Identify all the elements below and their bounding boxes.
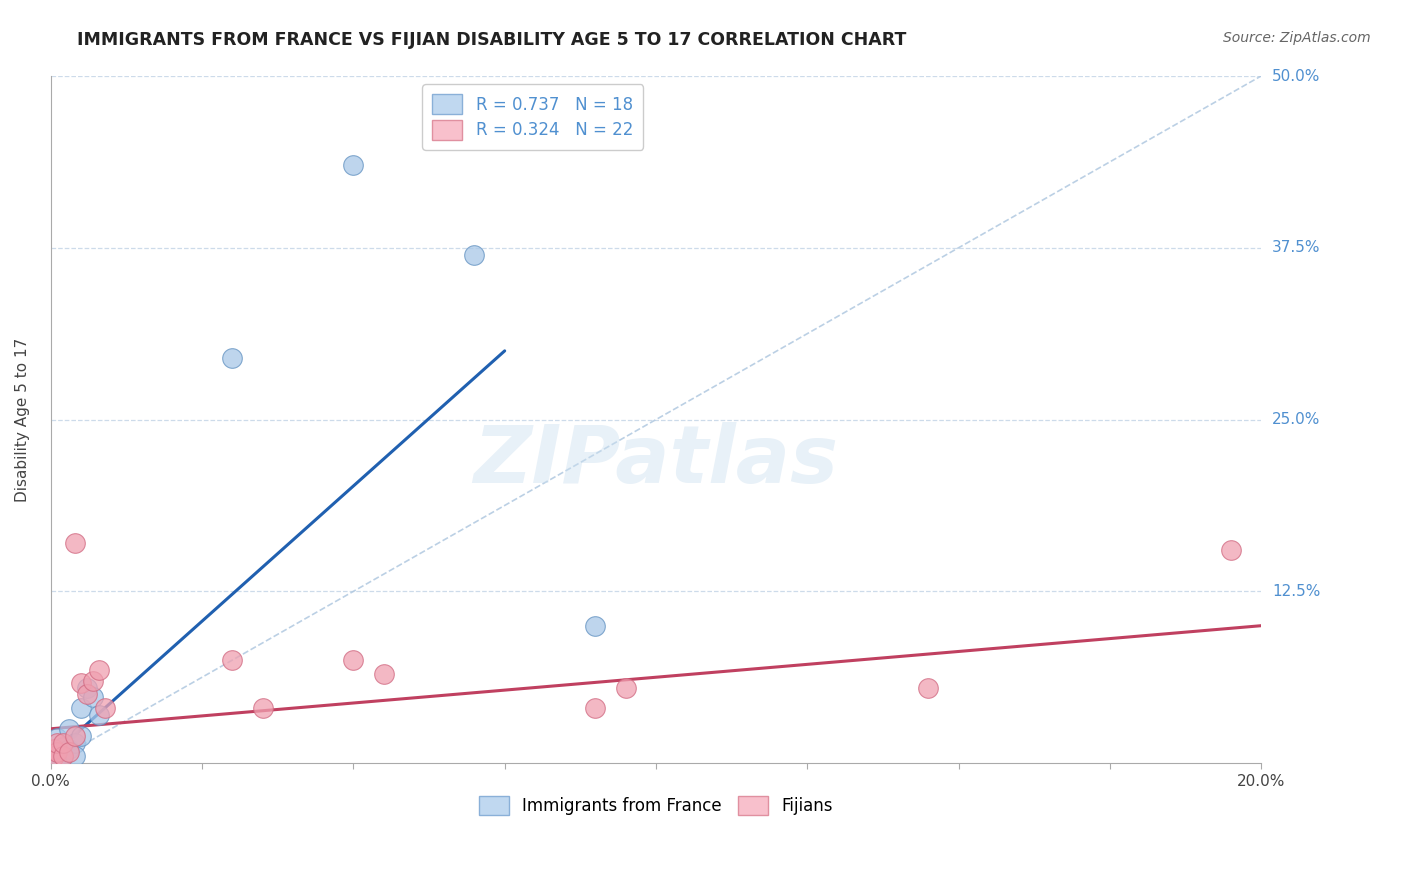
Point <box>82 673 104 688</box>
Point <box>221 351 243 365</box>
Point <box>45 731 67 746</box>
Text: Source: ZipAtlas.com: Source: ZipAtlas.com <box>1223 31 1371 45</box>
Point <box>70 729 93 743</box>
Point <box>585 701 607 715</box>
Point <box>89 663 111 677</box>
Point <box>52 735 75 749</box>
Point <box>42 749 65 764</box>
Point <box>94 701 117 715</box>
Point <box>342 653 364 667</box>
Point <box>63 749 86 764</box>
Point <box>76 687 98 701</box>
Point <box>463 248 485 262</box>
Point <box>63 735 86 749</box>
Point <box>52 749 75 764</box>
Point <box>63 729 86 743</box>
Point <box>52 749 75 764</box>
Point <box>76 681 98 695</box>
Point <box>82 690 104 705</box>
Point <box>89 708 111 723</box>
Point <box>45 749 67 764</box>
Text: ZIPatlas: ZIPatlas <box>474 422 838 500</box>
Point <box>585 618 607 632</box>
Point <box>58 745 80 759</box>
Point <box>221 653 243 667</box>
Text: 12.5%: 12.5% <box>1272 584 1320 599</box>
Point <box>45 745 67 759</box>
Point <box>63 536 86 550</box>
Text: 25.0%: 25.0% <box>1272 412 1320 427</box>
Text: IMMIGRANTS FROM FRANCE VS FIJIAN DISABILITY AGE 5 TO 17 CORRELATION CHART: IMMIGRANTS FROM FRANCE VS FIJIAN DISABIL… <box>77 31 907 49</box>
Point <box>373 666 395 681</box>
Text: 37.5%: 37.5% <box>1272 240 1320 255</box>
Point <box>342 158 364 172</box>
Point <box>42 742 65 756</box>
Point <box>1219 543 1241 558</box>
Y-axis label: Disability Age 5 to 17: Disability Age 5 to 17 <box>15 337 30 501</box>
Point <box>58 722 80 736</box>
Point <box>52 739 75 754</box>
Point <box>42 745 65 759</box>
Point <box>70 701 93 715</box>
Point <box>614 681 637 695</box>
Point <box>45 735 67 749</box>
Point <box>252 701 274 715</box>
Legend: Immigrants from France, Fijians: Immigrants from France, Fijians <box>471 788 842 823</box>
Point <box>58 742 80 756</box>
Point <box>70 676 93 690</box>
Point <box>917 681 939 695</box>
Text: 50.0%: 50.0% <box>1272 69 1320 84</box>
